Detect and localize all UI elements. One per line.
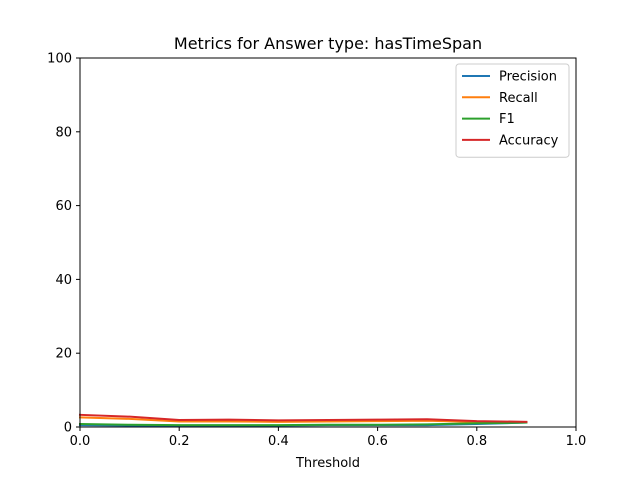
y-tick-label: 20 (55, 347, 72, 362)
x-tick-label: 0.2 (169, 434, 190, 449)
y-tick-label: 40 (55, 273, 72, 288)
legend-box (455, 63, 570, 158)
y-tick-label: 80 (55, 125, 72, 140)
y-axis: 0 20 40 60 80 100 (47, 52, 80, 436)
x-tick-label: 0.6 (367, 434, 388, 449)
x-tick-label: 0.8 (466, 434, 487, 449)
legend-label-recall: Recall (499, 91, 538, 106)
plot-frame (79, 57, 577, 428)
y-tick-label: 100 (47, 52, 72, 67)
x-tick-label: 0.0 (70, 434, 91, 449)
legend-label-precision: Precision (499, 70, 557, 85)
x-axis-label: Threshold (295, 456, 360, 471)
y-tick-label: 0 (64, 421, 72, 436)
series-line-recall (78, 416, 528, 424)
legend: Precision Recall F1 Accuracy (455, 63, 570, 158)
x-tick-label: 0.4 (268, 434, 289, 449)
y-tick-label: 60 (55, 199, 72, 214)
series-line-accuracy (78, 413, 528, 423)
plot-lines (78, 413, 528, 427)
x-axis: 0.0 0.2 0.4 0.6 0.8 1.0 (70, 427, 587, 449)
series-line-f1 (78, 421, 528, 427)
legend-label-f1: F1 (499, 112, 515, 127)
chart-title: Metrics for Answer type: hasTimeSpan (174, 34, 482, 53)
legend-label-accuracy: Accuracy (499, 133, 559, 148)
x-tick-label: 1.0 (566, 434, 587, 449)
